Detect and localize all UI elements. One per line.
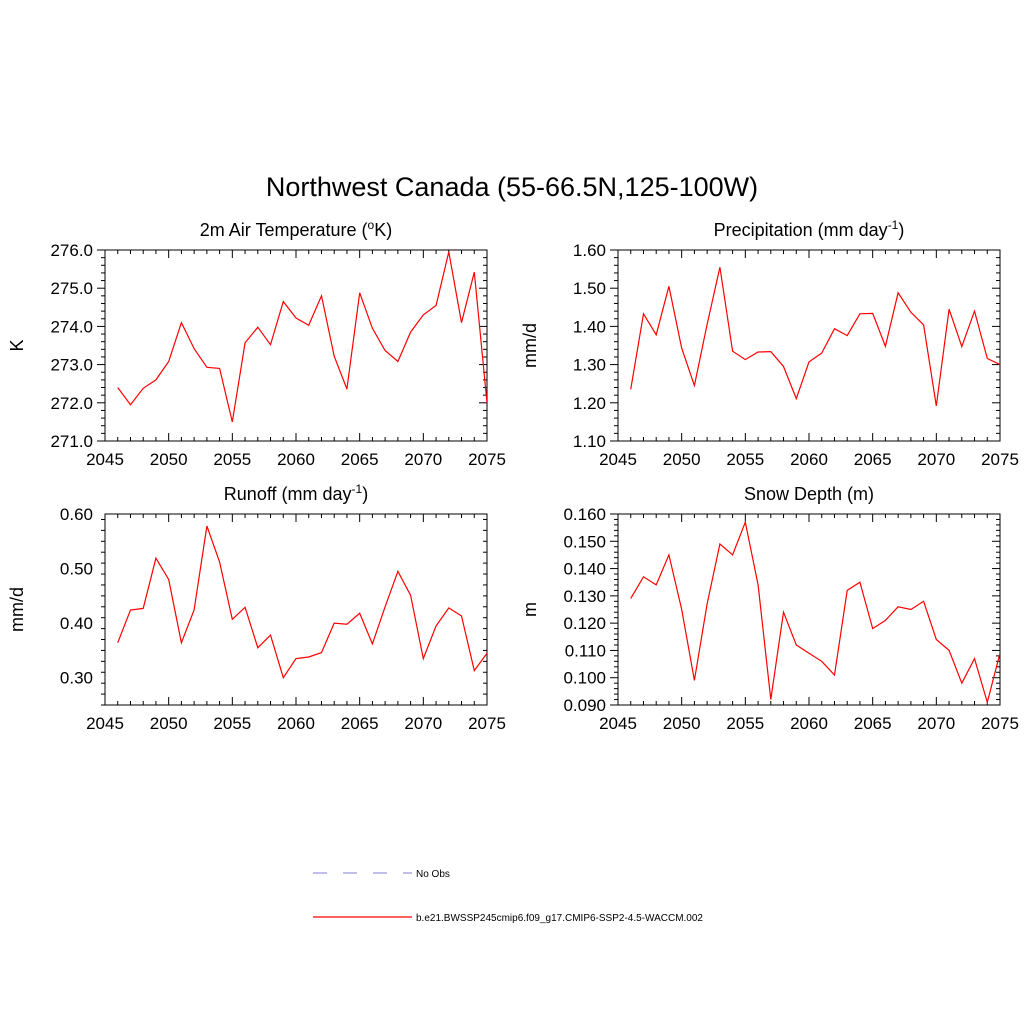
y-tick-label: 0.30 [60, 669, 93, 688]
x-tick-label: 2070 [917, 714, 955, 733]
x-tick-label: 2060 [790, 450, 828, 469]
y-tick-label: 0.60 [60, 505, 93, 524]
panel-title: 2m Air Temperature (oK) [200, 218, 392, 240]
y-tick-label: 0.110 [565, 641, 606, 660]
x-tick-label: 2065 [341, 450, 379, 469]
x-tick-label: 2070 [404, 450, 442, 469]
panel-title-sup: -1 [888, 218, 899, 232]
x-tick-label: 2065 [854, 450, 892, 469]
page-title: Northwest Canada (55-66.5N,125-100W) [266, 172, 758, 202]
panel-title-tail: ) [898, 220, 904, 240]
panel-title-tail: ) [362, 484, 368, 504]
panel-3: 2045 2050 2055 2060 2065 2070 2075 0.30 0.40 0.50… [7, 482, 506, 733]
y-tick-label: 0.120 [563, 614, 606, 633]
y-tick-label: 276.0 [50, 241, 93, 260]
panel-title-main: Snow Depth (m) [744, 484, 874, 504]
series-line [630, 520, 1000, 705]
x-tick-label: 2065 [341, 714, 379, 733]
series-line [630, 267, 1000, 406]
panel-title-sup: -1 [352, 482, 363, 496]
legend-label: b.e21.BWSSP245cmip6.f09_g17.CMIP6-SSP2-4… [416, 913, 703, 924]
x-tick-label: 2050 [150, 714, 188, 733]
panel-title-main: Runoff (mm day [224, 484, 352, 504]
series-line [117, 525, 487, 680]
x-tick-label: 2050 [663, 714, 701, 733]
y-tick-label: 0.100 [563, 669, 606, 688]
panel-2: 2045 2050 2055 2060 2065 2070 2075 1.10 1.20 1.30… [520, 218, 1019, 469]
y-tick-label: 1.10 [573, 432, 606, 451]
y-tick-label: 0.140 [563, 560, 606, 579]
x-tick-label: 2045 [599, 714, 637, 733]
panel-title: Precipitation (mm day-1) [714, 218, 905, 240]
x-tick-label: 2055 [213, 714, 251, 733]
y-tick-label: 274.0 [50, 317, 93, 336]
x-tick-label: 2045 [599, 450, 637, 469]
y-tick-label: 275.0 [50, 279, 93, 298]
legend: No Obs b.e21.BWSSP245cmip6.f09_g17.CMIP6-… [313, 869, 703, 924]
y-tick-label: 0.40 [60, 614, 93, 633]
x-tick-label: 2050 [150, 450, 188, 469]
x-tick-label: 2055 [213, 450, 251, 469]
y-axis-label: m [520, 602, 540, 617]
x-tick-label: 2060 [790, 714, 828, 733]
plot-frame [617, 249, 1001, 442]
y-tick-label: 1.50 [573, 279, 606, 298]
panel-1: 2045 2050 2055 2060 2065 2070 2075 271.0 272.0 27… [7, 218, 506, 469]
y-tick-label: 0.130 [563, 587, 606, 606]
plot-frame [104, 513, 488, 706]
x-tick-label: 2070 [917, 450, 955, 469]
y-tick-label: 1.20 [573, 394, 606, 413]
y-axis-label: mm/d [520, 323, 540, 368]
plot-frame [617, 513, 1001, 706]
panel-title-main: 2m Air Temperature ( [200, 220, 368, 240]
y-tick-label: 1.40 [573, 317, 606, 336]
panel-4: 2045 2050 2055 2060 2065 2070 2075 0.090 0.100 0.… [520, 484, 1019, 733]
x-tick-label: 2060 [277, 714, 315, 733]
panel-title: Runoff (mm day-1) [224, 482, 368, 504]
y-tick-label: 0.160 [563, 505, 606, 524]
x-tick-label: 2060 [277, 450, 315, 469]
y-tick-label: 0.50 [60, 560, 93, 579]
panel-title: Snow Depth (m) [744, 484, 874, 504]
x-tick-label: 2075 [981, 450, 1019, 469]
panel-title-main: Precipitation (mm day [714, 220, 888, 240]
y-tick-label: 271.0 [50, 432, 93, 451]
x-tick-label: 2075 [468, 714, 506, 733]
x-tick-label: 2065 [854, 714, 892, 733]
x-tick-label: 2055 [726, 714, 764, 733]
x-tick-label: 2070 [404, 714, 442, 733]
x-tick-label: 2075 [981, 714, 1019, 733]
x-tick-label: 2045 [86, 714, 124, 733]
x-tick-label: 2075 [468, 450, 506, 469]
y-axis-label: mm/d [7, 587, 27, 632]
y-axis-label: K [7, 339, 27, 351]
y-tick-label: 1.60 [573, 241, 606, 260]
panels: 2045 2050 2055 2060 2065 2070 2075 271.0 272.0 27… [7, 218, 1019, 733]
y-tick-label: 273.0 [50, 356, 93, 375]
x-tick-label: 2055 [726, 450, 764, 469]
plot-frame [104, 249, 488, 442]
series-line [117, 251, 487, 423]
panel-title-tail: K) [374, 220, 392, 240]
x-tick-label: 2050 [663, 450, 701, 469]
panel-title-sup: o [368, 218, 375, 232]
y-tick-label: 272.0 [50, 394, 93, 413]
legend-label: No Obs [416, 869, 450, 880]
y-tick-label: 1.30 [573, 356, 606, 375]
y-tick-label: 0.090 [563, 696, 606, 715]
y-tick-label: 0.150 [563, 532, 606, 551]
x-tick-label: 2045 [86, 450, 124, 469]
